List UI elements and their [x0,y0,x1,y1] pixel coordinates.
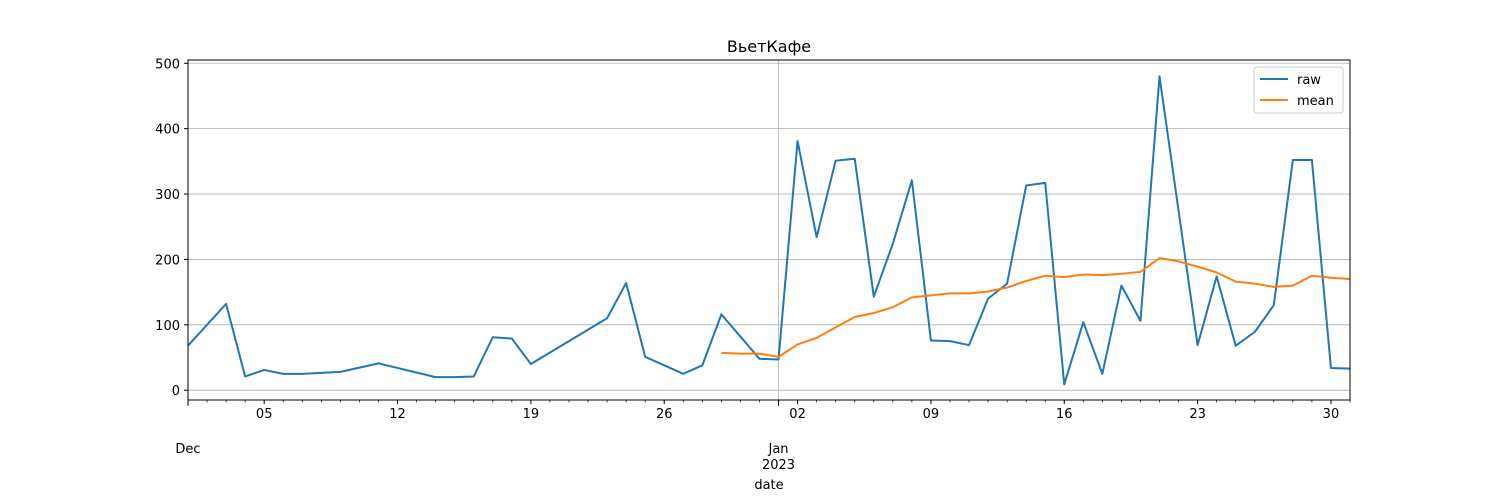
y-tick-label: 100 [155,319,180,334]
chart-title: ВьетКафе [727,37,811,56]
series-lines [187,75,1351,386]
y-tick-label: 300 [155,188,180,203]
legend-label-raw: raw [1297,73,1321,88]
x-axis-label: date [754,478,783,493]
y-tick-label: 500 [155,57,180,72]
x-tick-label: 02 [789,407,806,422]
y-tick-label: 0 [172,384,180,399]
x-tick-label: 26 [656,407,673,422]
x-tick-label: 19 [523,407,540,422]
x-tick-label: 16 [1056,407,1073,422]
grid-lines [188,60,1350,400]
y-tick-label: 200 [155,253,180,268]
x-tick-label: 30 [1323,407,1340,422]
series-line-raw [187,75,1351,386]
x-month-label: Dec [175,442,200,457]
plot-frame [187,59,1351,401]
legend-label-mean: mean [1297,94,1334,109]
x-tick-label: 12 [389,407,406,422]
x-tick-label: 09 [923,407,940,422]
x-year-label: 2023 [762,458,795,473]
x-tick-label: 05 [256,407,273,422]
y-axis: 0 100 200 300 400 500 [155,57,188,399]
x-month-label: Jan [768,442,789,457]
legend: raw mean [1253,66,1344,114]
series-line-mean [721,257,1351,358]
x-tick-label: 23 [1189,407,1206,422]
y-tick-label: 400 [155,123,180,138]
